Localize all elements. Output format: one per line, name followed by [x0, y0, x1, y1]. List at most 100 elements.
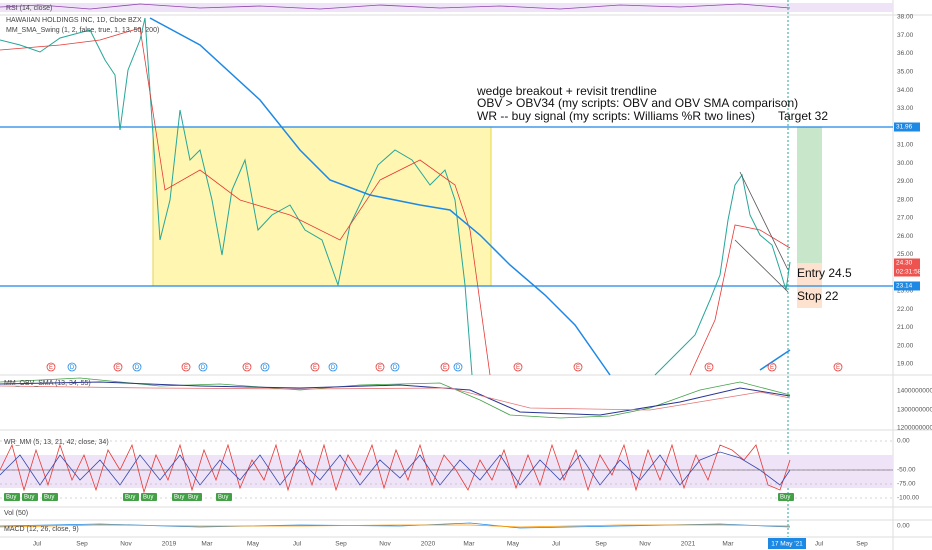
time-tick-label: 2021 — [681, 541, 696, 548]
price-tick-label: 29.00 — [897, 178, 914, 185]
buy-signal-bg — [42, 493, 58, 501]
time-tick-label: Nov — [639, 541, 651, 548]
obv-tick-label: 1300000000.00 — [897, 407, 932, 414]
buy-signal-bg — [22, 493, 38, 501]
last-price-bg — [894, 258, 920, 268]
price-tick-label: 26.00 — [897, 233, 914, 240]
price-tick-label: 25.00 — [897, 251, 914, 258]
price-tick-label: 31.00 — [897, 142, 914, 149]
event-marker — [113, 362, 123, 372]
buy-signal: Buy — [174, 495, 184, 501]
event-marker — [833, 362, 843, 372]
price — [654, 173, 791, 376]
annotation-line: WR -- buy signal (my scripts: Williams %… — [477, 109, 755, 123]
price-tick-label: 28.00 — [897, 196, 914, 203]
time-tick-label: Nov — [379, 541, 391, 548]
event-label: E — [245, 365, 249, 371]
event-marker — [260, 362, 270, 372]
wedge — [734, 171, 789, 293]
event-label: E — [836, 365, 840, 371]
event-label: E — [576, 365, 580, 371]
time-tick-label: Sep — [76, 541, 88, 548]
event-label: D — [331, 365, 336, 371]
event-marker — [132, 362, 142, 372]
price-tick-label: 34.00 — [897, 87, 914, 94]
time-tick-label: Mar — [201, 541, 213, 548]
lower-price-bg — [894, 281, 920, 291]
wr-fast — [0, 443, 791, 494]
countdown-bg — [894, 267, 920, 277]
event-label: E — [770, 365, 774, 371]
lower-price: 23.14 — [896, 283, 913, 290]
vol-label: Vol (50) — [4, 510, 28, 517]
price-tick-label: 21.00 — [897, 324, 914, 331]
buy-signal-bg — [172, 493, 188, 501]
upper-price-bg — [894, 122, 920, 132]
wr-tick-label: -100.00 — [897, 495, 919, 502]
annotation-line: wedge breakout + revisit trendline — [476, 84, 657, 98]
current-date: 17 May '21 — [771, 541, 803, 548]
last-price: 24.30 — [896, 260, 913, 267]
upper-price: 31.96 — [896, 124, 913, 131]
event-label: D — [135, 365, 140, 371]
event-label: E — [443, 365, 447, 371]
stop-label: Stop 22 — [797, 289, 839, 303]
event-label: D — [201, 365, 206, 371]
entry-label: Entry 24.5 — [797, 266, 852, 280]
buy-signal: Buy — [44, 495, 54, 501]
wr-tick-label: -50.00 — [897, 467, 916, 474]
sma-200 — [759, 349, 791, 371]
sma-short — [689, 224, 791, 376]
time-tick-label: 2020 — [421, 541, 436, 548]
wr-slow — [0, 451, 791, 486]
buy-signal-bg — [778, 493, 794, 501]
event-marker — [767, 362, 777, 372]
obv-sma-long — [0, 385, 791, 411]
price-tick-label: 33.00 — [897, 105, 914, 112]
obv-tick-label: 1200000000.00 — [897, 425, 932, 432]
event-marker — [310, 362, 320, 372]
price-tick-label: 19.00 — [897, 361, 914, 368]
event-marker — [573, 362, 583, 372]
buy-signal: Buy — [218, 495, 228, 501]
event-marker — [67, 362, 77, 372]
time-tick-label: Mar — [463, 541, 475, 548]
time-tick-label: Sep — [856, 541, 868, 548]
price-tick-label: 38.00 — [897, 14, 914, 21]
price-tick-label: 22.00 — [897, 306, 914, 313]
price-tick-label: 20.00 — [897, 342, 914, 349]
time-tick-label: 2019 — [162, 541, 177, 548]
time-tick-label: Jul — [33, 541, 42, 548]
price-tick-label: 23.00 — [897, 288, 914, 295]
macd-signal — [0, 524, 791, 528]
time-tick-label: Sep — [335, 541, 347, 548]
event-marker — [440, 362, 450, 372]
wr-band — [0, 455, 893, 488]
event-marker — [328, 362, 338, 372]
buy-signal-bg — [216, 493, 232, 501]
event-label: E — [707, 365, 711, 371]
macd-tick-label: 0.00 — [897, 523, 910, 530]
price-tick-label: 36.00 — [897, 50, 914, 57]
buy-signal: Buy — [188, 495, 198, 501]
indicator-label: MM_SMA_Swing (1, 2, false, true, 1, 13, … — [6, 27, 159, 34]
wr-tick-label: -75.00 — [897, 481, 916, 488]
buy-signal: Buy — [125, 495, 135, 501]
price-tick-label: 30.00 — [897, 160, 914, 167]
price — [0, 17, 473, 376]
event-label: D — [456, 365, 461, 371]
time-tick-label: Mar — [722, 541, 734, 548]
event-marker — [198, 362, 208, 372]
event-label: E — [49, 365, 53, 371]
buy-signal-bg — [123, 493, 139, 501]
buy-signal-bg — [141, 493, 157, 501]
time-tick-label: May — [507, 541, 520, 548]
time-tick-label: Jul — [815, 541, 824, 548]
time-tick-label: Jul — [552, 541, 561, 548]
event-label: D — [70, 365, 75, 371]
event-marker — [375, 362, 385, 372]
rsi-line — [0, 3, 791, 10]
sma-short — [0, 27, 491, 376]
event-label: E — [313, 365, 317, 371]
